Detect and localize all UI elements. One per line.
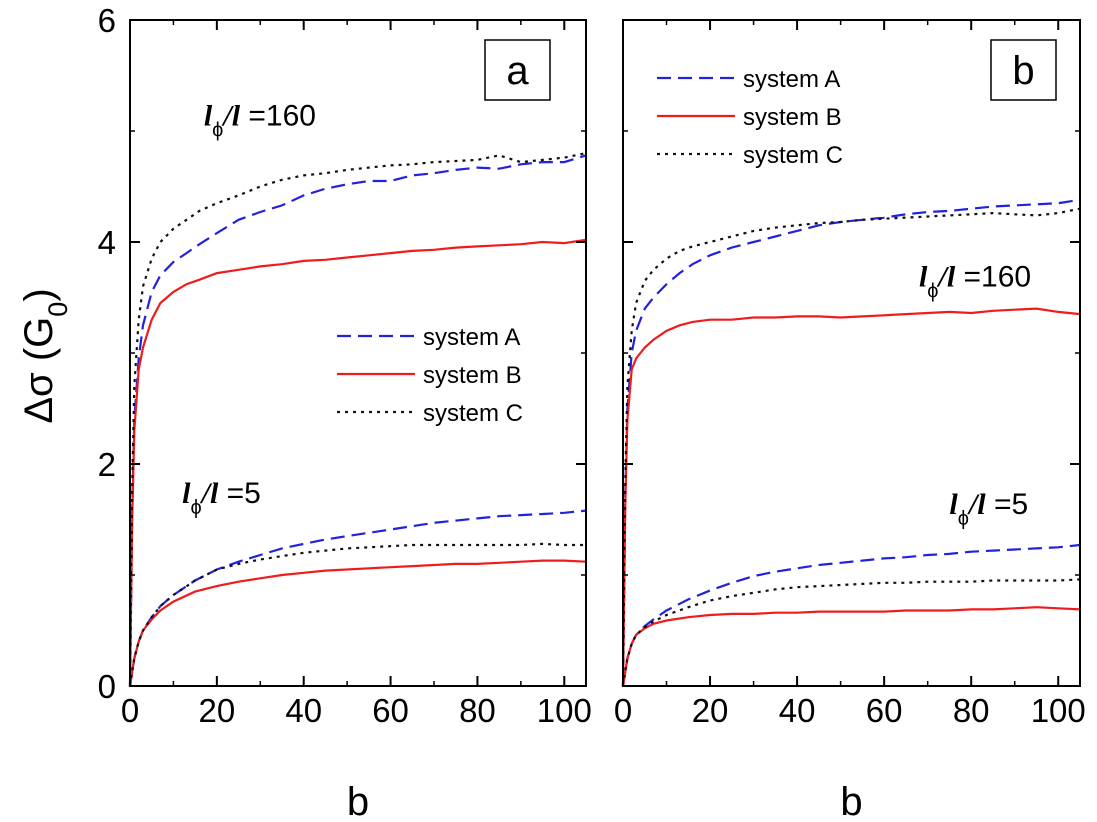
panel-label-box xyxy=(484,39,551,101)
legend: system A system B system C xyxy=(337,324,523,427)
plot-frame xyxy=(129,19,587,687)
series-line-system-a-160 xyxy=(128,154,587,687)
x-tick-label: 60 xyxy=(372,692,409,729)
legend-label: system B xyxy=(423,362,522,389)
series-line-system-a-160 xyxy=(621,198,1081,687)
x-tick-label: 40 xyxy=(285,692,322,729)
x-tick-label: 100 xyxy=(1031,692,1086,729)
series-line-system-b-160 xyxy=(621,307,1081,687)
y-axis-title-close: ) xyxy=(17,288,61,301)
legend-label: system A xyxy=(743,66,840,93)
x-tick-label: 80 xyxy=(953,692,990,729)
x-axis-title: b xyxy=(840,780,862,822)
series-line-system-a-5 xyxy=(621,543,1081,687)
y-tick-label: 4 xyxy=(98,224,116,261)
x-tick-label: 60 xyxy=(866,692,903,729)
legend-label: system B xyxy=(743,104,842,131)
x-axis-title: b xyxy=(347,780,369,822)
series-line-system-b-5 xyxy=(128,559,587,687)
x-tick-label: 0 xyxy=(614,692,632,729)
panel-b: 0 20 40 60 80 100 b b system A system B system C lϕ… xyxy=(614,19,1086,822)
svg-text:Δσ (G0): Δσ (G0) xyxy=(17,288,73,423)
x-tick-label: 40 xyxy=(779,692,816,729)
curve-annotation: lϕ/l =160 xyxy=(919,260,1031,302)
curve-annotation: lϕ/l =5 xyxy=(949,488,1028,530)
series-line-system-b-5 xyxy=(621,606,1081,687)
series-line-system-b-160 xyxy=(128,238,587,687)
legend-label: system C xyxy=(743,142,843,169)
x-tick-label: 100 xyxy=(537,692,592,729)
curve-annotation: lϕ/l =5 xyxy=(182,477,261,519)
y-tick-label: 6 xyxy=(98,2,116,39)
y-axis-title: Δσ (G0) xyxy=(17,288,73,423)
curve-annotation: lϕ/l =160 xyxy=(204,99,316,141)
panel-label: a xyxy=(506,49,529,93)
x-tick-label: 80 xyxy=(459,692,496,729)
x-tick-label: 0 xyxy=(121,692,139,729)
panel-label: b xyxy=(1012,49,1034,93)
panel-label-box xyxy=(990,39,1057,101)
series-line-system-c-5 xyxy=(128,542,586,687)
series-line-system-c-5 xyxy=(621,578,1081,687)
series-line-system-a-5 xyxy=(128,509,587,687)
y-tick-label: 0 xyxy=(98,668,116,705)
y-axis-title-main: Δσ (G xyxy=(17,317,61,424)
y-tick-label: 2 xyxy=(98,446,116,483)
legend-label: system C xyxy=(423,400,523,427)
x-tick-label: 20 xyxy=(692,692,729,729)
plot-frame xyxy=(622,19,1081,687)
x-tick-label: 20 xyxy=(198,692,235,729)
legend: system A system B system C xyxy=(657,66,843,169)
legend-label: system A xyxy=(423,324,520,351)
y-axis-title-subscript: 0 xyxy=(43,302,73,317)
series-line-system-c-160 xyxy=(128,152,587,687)
